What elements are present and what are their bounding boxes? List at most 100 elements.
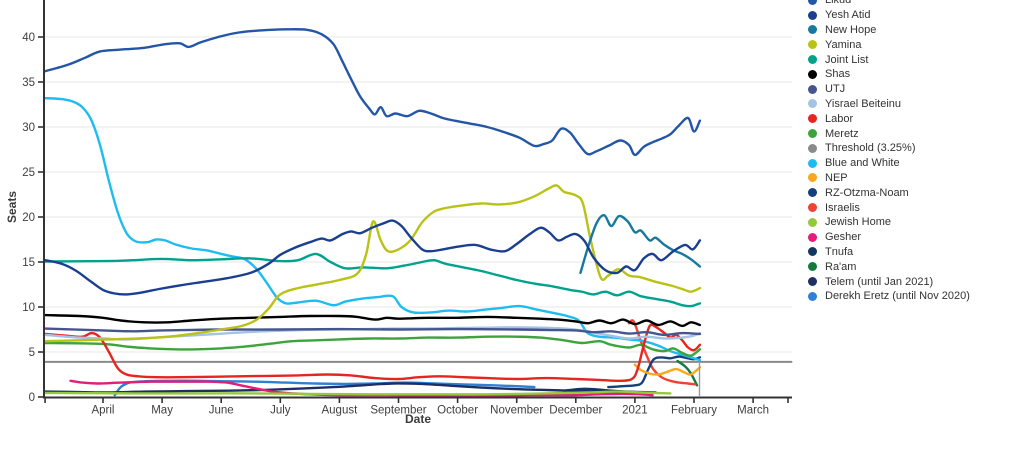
x-tick-label: August bbox=[321, 405, 358, 417]
legend-swatch bbox=[808, 232, 817, 242]
legend-item-derekh-eretz-until-nov-2020: Derekh Eretz (until Nov 2020) bbox=[808, 289, 1022, 304]
series-line-meretz bbox=[44, 335, 702, 357]
legend-label: Threshold (3.25%) bbox=[825, 142, 916, 155]
legend-label: Israelis bbox=[825, 201, 860, 214]
legend-item-blue-and-white: Blue and White bbox=[808, 156, 1022, 171]
x-tick-label: April bbox=[91, 405, 114, 417]
legend-swatch bbox=[808, 99, 817, 109]
legend-item-threshold-3-25: Threshold (3.25%) bbox=[808, 141, 1022, 156]
legend-swatch bbox=[808, 158, 817, 168]
legend-swatch bbox=[808, 143, 817, 153]
legend-item-ra-am: Ra'am bbox=[808, 259, 1022, 274]
series-line-labor bbox=[44, 323, 702, 383]
series-line-likud bbox=[44, 28, 702, 157]
legend-item-meretz: Meretz bbox=[808, 126, 1022, 141]
legend-swatch bbox=[808, 129, 817, 139]
legend-swatch bbox=[808, 69, 817, 79]
legend-item-likud: Likud bbox=[808, 0, 1022, 8]
legend-label: NEP bbox=[825, 171, 848, 184]
legend-item-yisrael-beiteinu: Yisrael Beiteinu bbox=[808, 97, 1022, 112]
series-line-yamina bbox=[44, 184, 702, 343]
x-tick-label: October bbox=[437, 405, 478, 417]
legend-swatch bbox=[808, 173, 817, 183]
legend-swatch bbox=[808, 84, 817, 94]
legend-item-jewish-home: Jewish Home bbox=[808, 215, 1022, 230]
legend-swatch bbox=[808, 262, 817, 272]
y-tick-label: 40 bbox=[22, 32, 35, 44]
series-line-new-hope bbox=[579, 213, 702, 274]
legend-item-shas: Shas bbox=[808, 67, 1022, 82]
legend-item-new-hope: New Hope bbox=[808, 23, 1022, 38]
legend-item-yamina: Yamina bbox=[808, 37, 1022, 52]
series-line-yesh-atid bbox=[44, 219, 702, 296]
x-tick-label: December bbox=[549, 405, 602, 417]
x-tick-label: February bbox=[671, 405, 717, 417]
x-tick-label: June bbox=[209, 405, 234, 417]
y-tick-label: 10 bbox=[22, 302, 35, 314]
x-tick-label: November bbox=[490, 405, 543, 417]
x-tick-label: 2021 bbox=[622, 405, 648, 417]
y-tick-label: 25 bbox=[22, 167, 35, 179]
axes: 0 5 10 15 20 25 30 35 40 April May June July August Se… bbox=[22, 0, 792, 417]
legend-swatch bbox=[808, 0, 817, 5]
y-tick-label: 15 bbox=[22, 257, 35, 269]
series-line-utj bbox=[44, 327, 702, 337]
legend: Likud Yesh Atid New Hope Yamina Joint List Sh… bbox=[808, 0, 1022, 304]
legend-swatch bbox=[808, 203, 817, 213]
x-tick-label: May bbox=[151, 405, 173, 417]
legend-swatch bbox=[808, 10, 817, 20]
legend-item-telem-until-jan-2021: Telem (until Jan 2021) bbox=[808, 274, 1022, 289]
legend-swatch bbox=[808, 277, 817, 287]
legend-label: RZ-Otzma-Noam bbox=[825, 186, 909, 199]
series-line-israelis bbox=[627, 319, 697, 386]
series-line-nep bbox=[633, 363, 702, 376]
legend-swatch bbox=[808, 114, 817, 124]
legend-label: Joint List bbox=[825, 53, 869, 66]
legend-label: Meretz bbox=[825, 127, 859, 140]
y-tick-label: 30 bbox=[22, 122, 35, 134]
legend-label: Ra'am bbox=[825, 260, 857, 273]
legend-item-utj: UTJ bbox=[808, 82, 1022, 97]
legend-item-rz-otzma-noam: RZ-Otzma-Noam bbox=[808, 185, 1022, 200]
legend-swatch bbox=[808, 55, 817, 65]
legend-item-joint-list: Joint List bbox=[808, 52, 1022, 67]
legend-item-gesher: Gesher bbox=[808, 230, 1022, 245]
legend-label: New Hope bbox=[825, 23, 877, 36]
series-line-blue-and-white bbox=[44, 97, 702, 362]
y-axis-title: Seats bbox=[5, 190, 19, 224]
legend-item-israelis: Israelis bbox=[808, 200, 1022, 215]
y-tick-label: 0 bbox=[29, 392, 35, 404]
legend-item-nep: NEP bbox=[808, 171, 1022, 186]
series-line-rz-otzma-noam bbox=[607, 355, 702, 389]
legend-swatch bbox=[808, 217, 817, 227]
legend-label: UTJ bbox=[825, 83, 846, 96]
legend-label: Yamina bbox=[825, 38, 862, 51]
legend-swatch bbox=[808, 291, 817, 301]
legend-label: Yisrael Beiteinu bbox=[825, 97, 902, 110]
series-line-ra-am bbox=[676, 359, 699, 387]
legend-label: Gesher bbox=[825, 231, 862, 244]
y-tick-label: 35 bbox=[22, 77, 35, 89]
x-tick-label: September bbox=[370, 405, 426, 417]
series-line-joint-list bbox=[44, 252, 702, 308]
legend-swatch bbox=[808, 188, 817, 198]
legend-label: Shas bbox=[825, 68, 851, 81]
legend-label: Jewish Home bbox=[825, 216, 892, 229]
x-tick-label: July bbox=[270, 405, 291, 417]
x-tick-label: March bbox=[737, 405, 769, 417]
legend-item-tnufa: Tnufa bbox=[808, 245, 1022, 260]
legend-swatch bbox=[808, 40, 817, 50]
legend-swatch bbox=[808, 247, 817, 257]
series-line-shas bbox=[44, 313, 702, 328]
legend-label: Likud bbox=[825, 0, 852, 7]
legend-item-yesh-atid: Yesh Atid bbox=[808, 8, 1022, 23]
y-tick-label: 5 bbox=[29, 347, 35, 359]
legend-label: Blue and White bbox=[825, 157, 900, 170]
legend-label: Derekh Eretz (until Nov 2020) bbox=[825, 290, 970, 303]
legend-label: Telem (until Jan 2021) bbox=[825, 275, 934, 288]
legend-swatch bbox=[808, 25, 817, 35]
y-tick-label: 20 bbox=[22, 212, 35, 224]
legend-label: Labor bbox=[825, 112, 854, 125]
